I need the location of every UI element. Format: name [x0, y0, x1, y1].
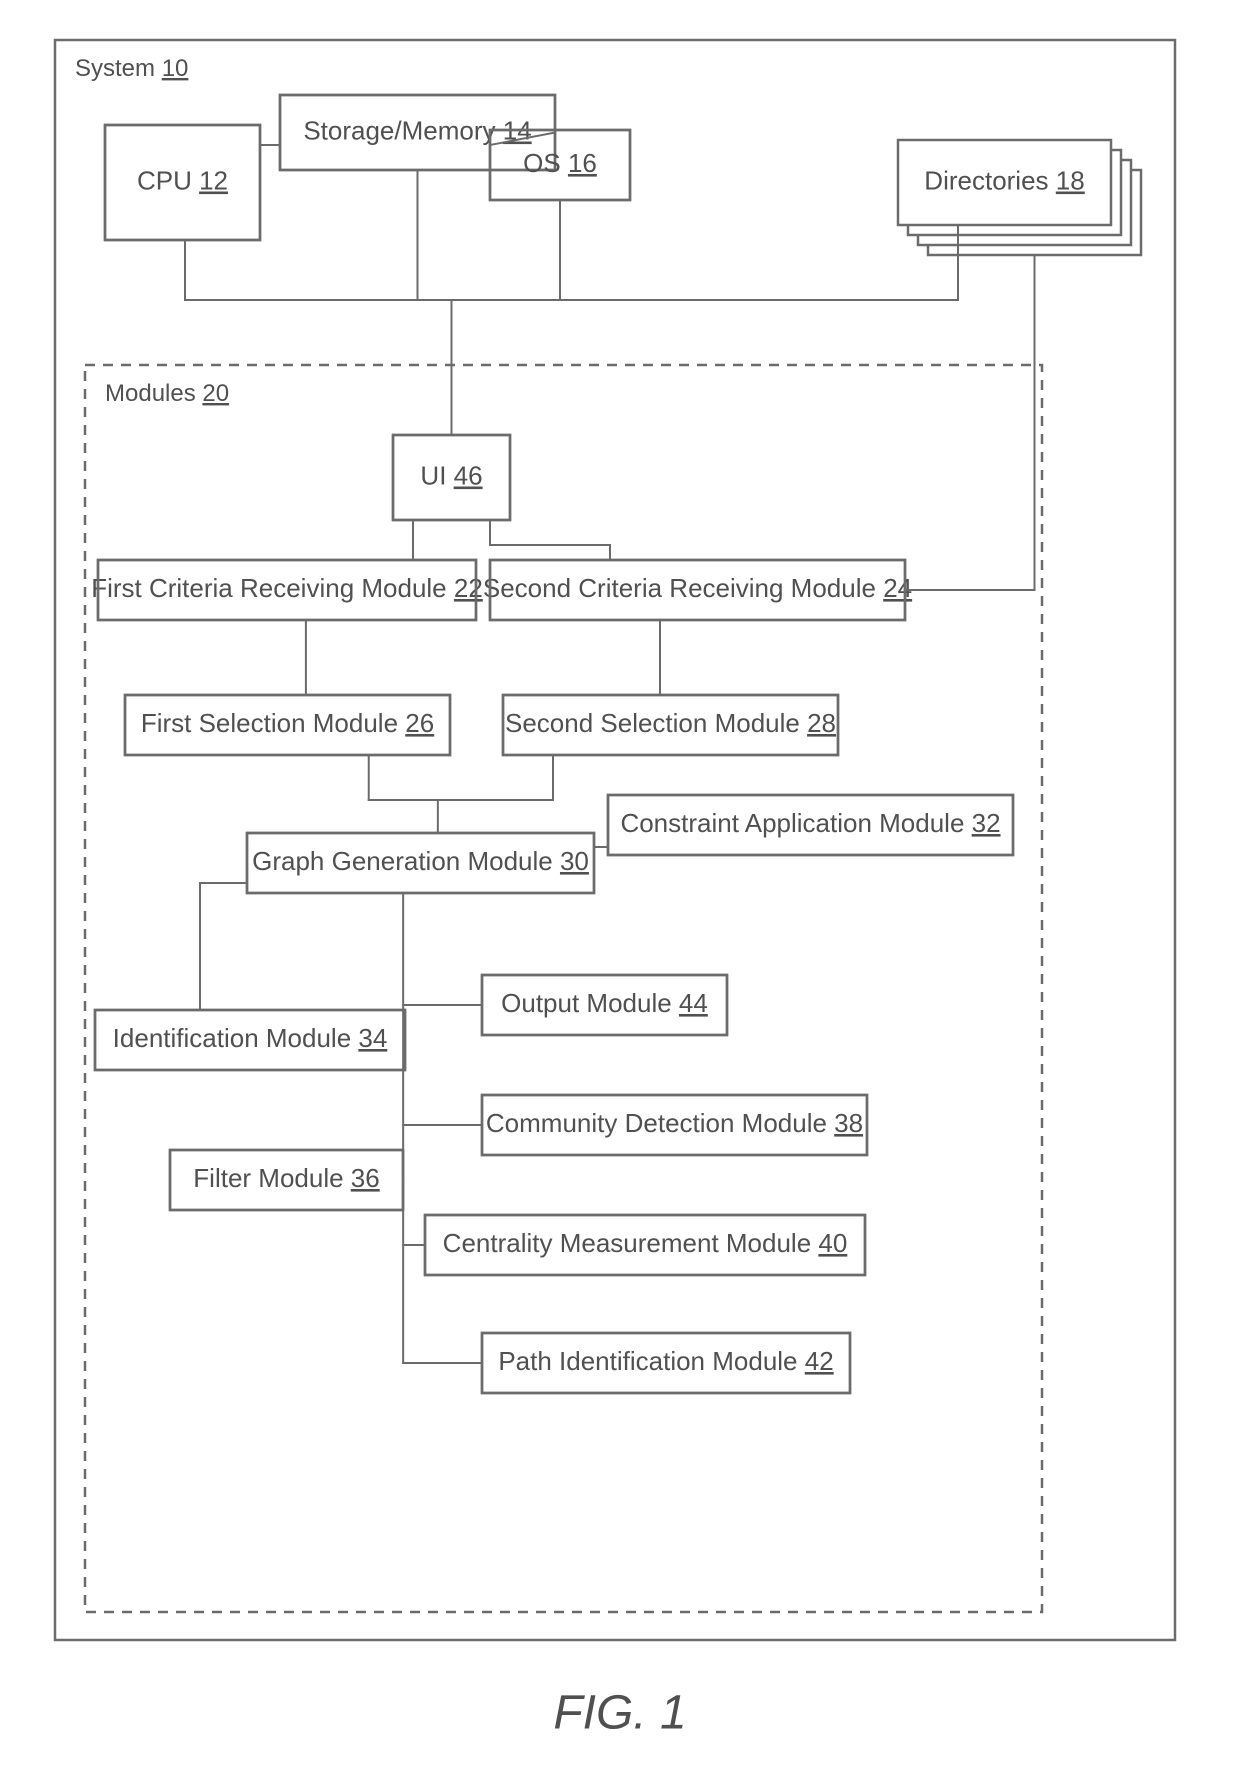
svg-text:UI 46: UI 46 [420, 460, 482, 490]
svg-text:Community Detection Module 38: Community Detection Module 38 [486, 1108, 863, 1138]
svg-text:Path Identification Module 42: Path Identification Module 42 [498, 1346, 833, 1376]
svg-text:Centrality Measurement Module: Centrality Measurement Module 40 [443, 1228, 848, 1258]
cpu-box: CPU 12 [105, 125, 260, 240]
svg-text:Directories 18: Directories 18 [924, 165, 1084, 195]
system-box [55, 40, 1175, 1640]
second-criteria-receiving-module: Second Criteria Receiving Module 24 [483, 560, 912, 620]
svg-text:Graph Generation Module 30: Graph Generation Module 30 [252, 846, 589, 876]
svg-text:Second Criteria Receiving Modu: Second Criteria Receiving Module 24 [483, 573, 912, 603]
graph-generation-module: Graph Generation Module 30 [247, 833, 594, 893]
svg-text:Constraint Application Module: Constraint Application Module 32 [620, 808, 1000, 838]
output-module: Output Module 44 [482, 975, 727, 1035]
first-selection-module: First Selection Module 26 [125, 695, 450, 755]
system-label: System 10 [75, 55, 188, 82]
svg-text:OS 16: OS 16 [523, 148, 597, 178]
system-architecture-diagram: System 10 CPU 12 Storage/Memory 14OS 16 Dir… [0, 0, 1240, 1771]
figure-label: FIG. 1 [553, 1687, 686, 1740]
svg-text:Output Module 44: Output Module 44 [501, 988, 708, 1018]
svg-text:Second Selection Module 28: Second Selection Module 28 [505, 708, 836, 738]
svg-text:CPU 12: CPU 12 [137, 165, 228, 195]
path-identification-module: Path Identification Module 42 [482, 1333, 850, 1393]
svg-text:First Selection Module 26: First Selection Module 26 [141, 708, 434, 738]
community-detection-module: Community Detection Module 38 [482, 1095, 867, 1155]
identification-module: Identification Module 34 [95, 1010, 405, 1070]
svg-text:Filter Module 36: Filter Module 36 [193, 1163, 379, 1193]
second-selection-module: Second Selection Module 28 [503, 695, 838, 755]
storage-memory-box: Storage/Memory 14 [280, 95, 555, 170]
svg-text:First Criteria Receiving Modul: First Criteria Receiving Module 22 [91, 573, 483, 603]
filter-module: Filter Module 36 [170, 1150, 403, 1210]
constraint-application-module: Constraint Application Module 32 [608, 795, 1013, 855]
modules-label: Modules 20 [105, 380, 229, 407]
directories-stack: Directories 18 [898, 140, 1141, 255]
svg-text:Identification Module 34: Identification Module 34 [113, 1023, 388, 1053]
centrality-measurement-module: Centrality Measurement Module 40 [425, 1215, 865, 1275]
ui-box: UI 46 [393, 435, 510, 520]
first-criteria-receiving-module: First Criteria Receiving Module 22 [91, 560, 483, 620]
